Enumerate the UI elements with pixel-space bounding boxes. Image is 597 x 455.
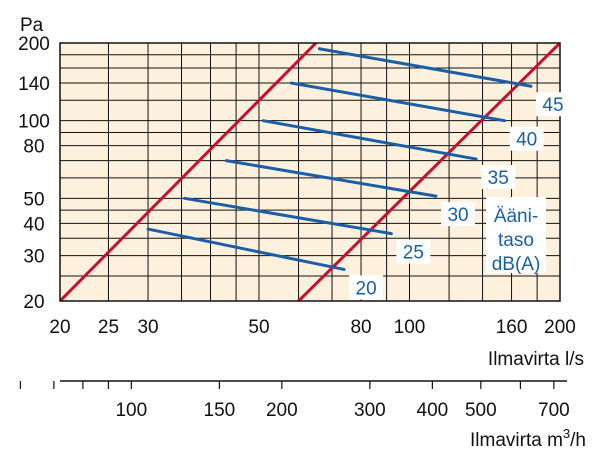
sound-level-note: Ääni-taso dB(A) <box>486 197 546 275</box>
y-tick-label: 140 <box>18 74 50 95</box>
boundary-line <box>297 43 560 301</box>
sound-level-label: 25 <box>403 243 424 264</box>
x-tick-label: 100 <box>394 317 426 338</box>
y-tick-label: 30 <box>23 247 44 268</box>
x2-tick-label: 100 <box>115 400 147 421</box>
y-tick-label: 200 <box>18 34 50 55</box>
sound-level-note-box <box>486 197 546 273</box>
x2-axis-title-sup: 3 <box>563 426 570 441</box>
sound-level-label-box <box>441 202 476 227</box>
x2-axis-title-main: Ilmavirta m <box>470 430 563 451</box>
y-tick-label: 40 <box>23 214 44 235</box>
x2-tick-label: 700 <box>538 400 570 421</box>
x2-tick-label: 200 <box>266 400 298 421</box>
plot-frame <box>59 42 561 302</box>
sound-level-label: 45 <box>542 95 563 116</box>
sound-level-note-line: Ääni- <box>494 206 538 227</box>
x-tick-label: 160 <box>496 317 528 338</box>
y-unit-label: Pa <box>20 15 44 36</box>
boundary-lines <box>60 43 560 301</box>
sound-level-label: 40 <box>516 130 537 151</box>
x-tick-labels: 20 25 30 50 80 100 160 200 <box>49 317 575 338</box>
sound-level-lines <box>146 47 533 271</box>
sound-level-line <box>183 196 393 236</box>
x2-tick-label: 300 <box>354 400 386 421</box>
sound-level-label-box <box>536 92 571 117</box>
sound-level-line <box>224 159 438 198</box>
x-tick-label: 25 <box>98 317 119 338</box>
secondary-x-axis: 100 150 200 300 400 500 700 <box>19 380 570 421</box>
y-tick-label: 20 <box>23 292 44 313</box>
boundary-line <box>60 43 318 301</box>
x2-axis-title-suffix: /h <box>570 430 586 451</box>
x-tick-label: 50 <box>248 317 269 338</box>
sound-level-note-line: taso <box>498 230 534 251</box>
sound-level-line <box>261 119 478 161</box>
x2-axis-title: Ilmavirta m3/h <box>470 426 586 451</box>
y-tick-label: 50 <box>23 189 44 210</box>
sound-level-label-box <box>396 239 431 264</box>
x-tick-label: 20 <box>49 317 70 338</box>
sound-level-label: 35 <box>488 168 509 189</box>
sound-level-note-line: dB(A) <box>492 254 541 275</box>
x2-tick-label: 150 <box>204 400 236 421</box>
sound-level-label: 20 <box>356 278 377 299</box>
y-tick-label: 100 <box>18 112 50 133</box>
grid <box>59 42 561 302</box>
x-tick-label: 80 <box>350 317 371 338</box>
sound-level-label: 30 <box>447 205 468 226</box>
x-axis-title: Ilmavirta l/s <box>488 349 584 370</box>
x-tick-label: 30 <box>137 317 158 338</box>
sound-level-line <box>289 81 507 123</box>
x2-tick-label: 400 <box>417 400 449 421</box>
y-tick-label: 80 <box>23 137 44 158</box>
x2-tick-label: 500 <box>465 400 497 421</box>
sound-level-label-box <box>481 165 516 190</box>
sound-level-label-box <box>509 126 544 151</box>
sound-level-line <box>317 47 533 88</box>
sound-level-line <box>146 227 346 271</box>
x-tick-label: 200 <box>544 317 576 338</box>
sound-level-label-box <box>349 275 384 300</box>
y-tick-labels: 20 30 40 50 80 100 140 200 <box>18 34 50 313</box>
